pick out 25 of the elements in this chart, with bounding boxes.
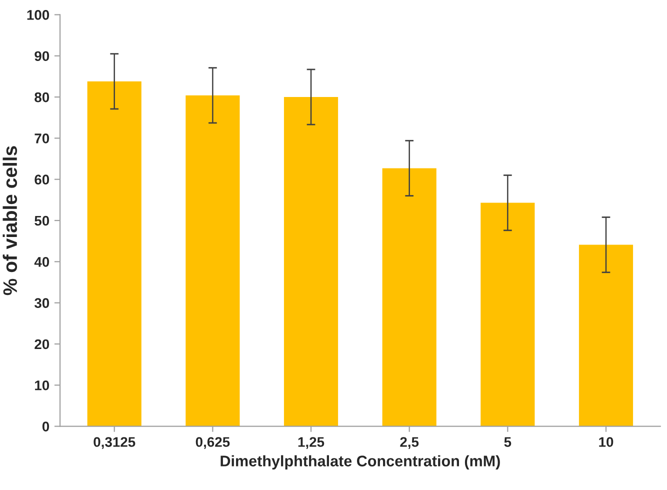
y-tick-label: 30 [34,298,50,308]
bar [480,202,535,426]
bar [284,97,338,426]
y-tick-label: 70 [34,134,50,144]
x-tick-label: 5 [504,437,512,447]
x-tick-label: 1,25 [298,437,324,449]
x-tick-label: 0,3125 [94,437,136,449]
x-tick-label: 10 [599,437,614,447]
y-tick-label: 20 [34,339,50,350]
x-tick-label: 2,5 [400,437,419,449]
y-tick-label: 100 [27,10,50,20]
y-tick-label: 60 [34,174,50,185]
bar [87,81,142,426]
x-axis-title: Dimethylphthalate Concentration (mM) [220,455,500,470]
bar [186,95,240,426]
y-tick-label: 90 [34,51,50,62]
y-tick-label: 10 [35,380,50,390]
y-tick-label: 40 [34,256,50,267]
bar [578,244,634,426]
y-tick-label: 80 [34,92,50,102]
y-tick-label: 0 [42,422,50,432]
y-tick-label: 50 [34,216,50,226]
bar [382,168,436,426]
x-tick-label: 0,625 [196,437,230,449]
y-axis-title: % of viable cells [2,146,18,296]
